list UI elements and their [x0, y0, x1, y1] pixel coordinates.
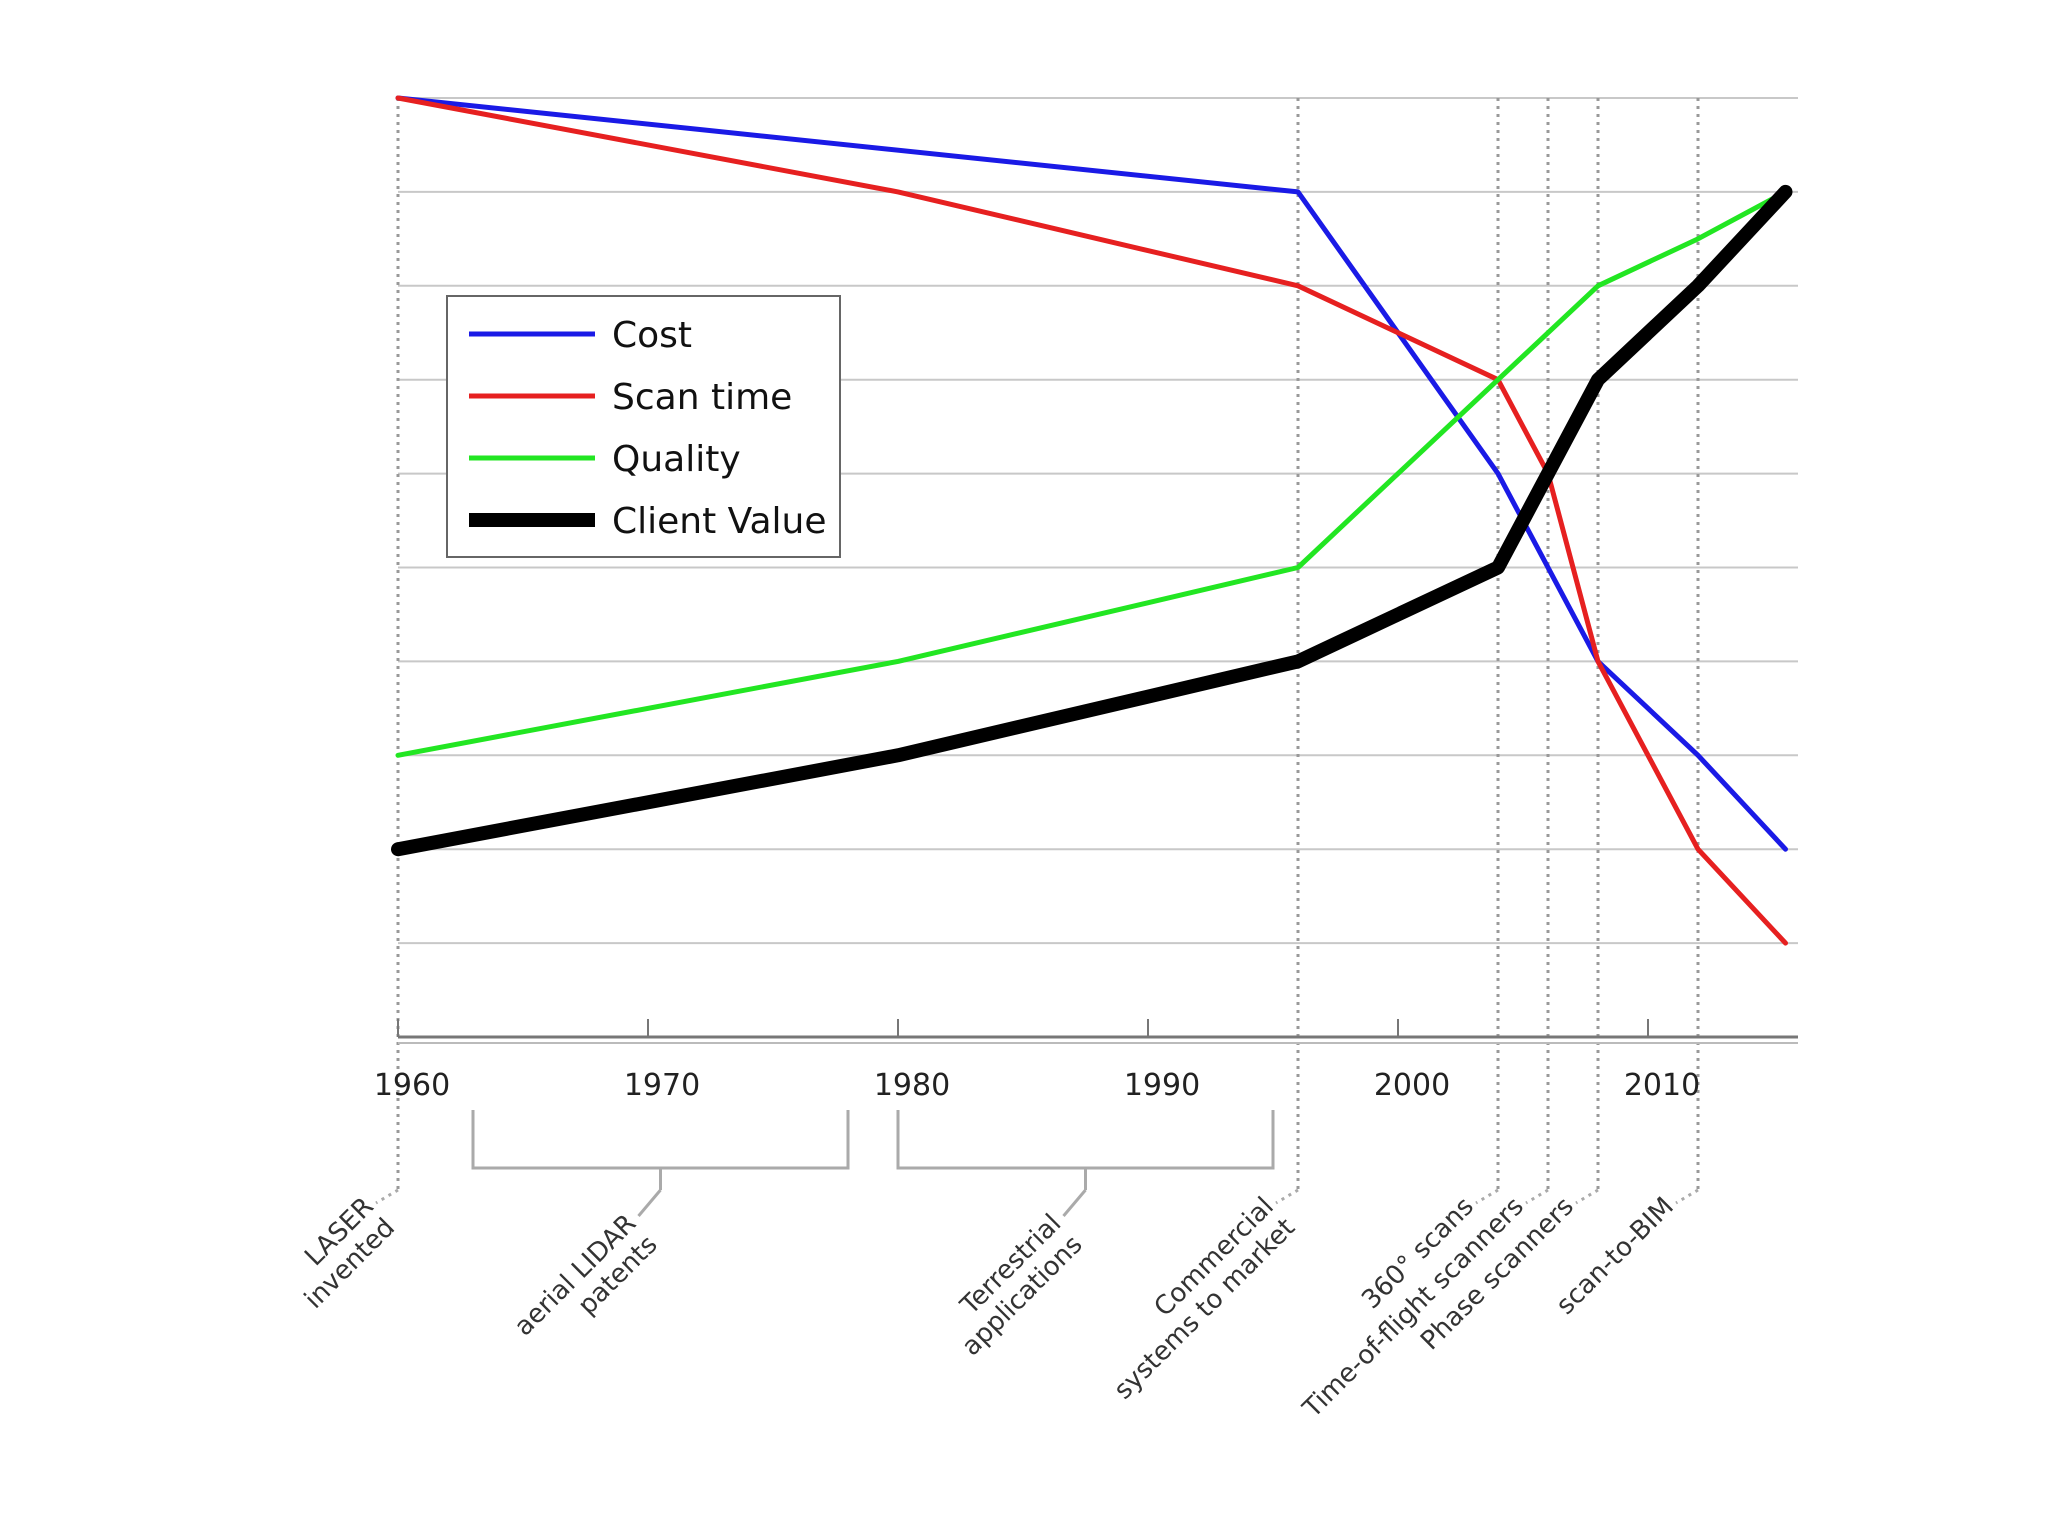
event-leader-6	[1575, 1188, 1599, 1205]
event-leader-0	[375, 1188, 399, 1205]
x-tick-label-1990: 1990	[1124, 1068, 1200, 1103]
legend: Cost Scan time Quality Client Value	[446, 295, 841, 558]
event-bracket-1	[471, 1110, 850, 1170]
event-label-line: systems to market	[1108, 1213, 1301, 1406]
event-leader-4	[1475, 1188, 1499, 1205]
legend-label-client-value: Client Value	[612, 501, 827, 542]
legend-label-scan-time: Scan time	[612, 377, 792, 418]
series-line-scan-time	[395, 95, 1788, 946]
event-label-line: Time-of-flight scanners	[1297, 1192, 1530, 1425]
legend-label-cost: Cost	[612, 315, 692, 356]
event-bracket-2	[896, 1110, 1275, 1170]
x-tick-label-2000: 2000	[1374, 1068, 1450, 1103]
x-tick-label-1960: 1960	[374, 1068, 450, 1103]
event-leader-5	[1525, 1188, 1549, 1205]
x-tick-label-1980: 1980	[874, 1068, 950, 1103]
event-leader-7	[1675, 1188, 1699, 1205]
event-vertical-lines	[396, 98, 1700, 1190]
x-tick-label-2010: 2010	[1624, 1068, 1700, 1103]
series-lines	[391, 95, 1793, 946]
event-bracket-leader-1	[637, 1189, 662, 1217]
x-tick-label-1970: 1970	[624, 1068, 700, 1103]
series-line-quality	[395, 189, 1788, 758]
event-label-5: Time-of-flight scanners	[1297, 1192, 1530, 1425]
x-axis: 1960 1970 1980 1990 2000 2010	[374, 1019, 1798, 1103]
legend-label-quality: Quality	[612, 439, 741, 480]
series-line-cost	[395, 95, 1788, 852]
event-leader-3	[1275, 1188, 1299, 1205]
event-bracket-leader-2	[1062, 1189, 1087, 1217]
series-line-client-value	[391, 184, 1793, 857]
